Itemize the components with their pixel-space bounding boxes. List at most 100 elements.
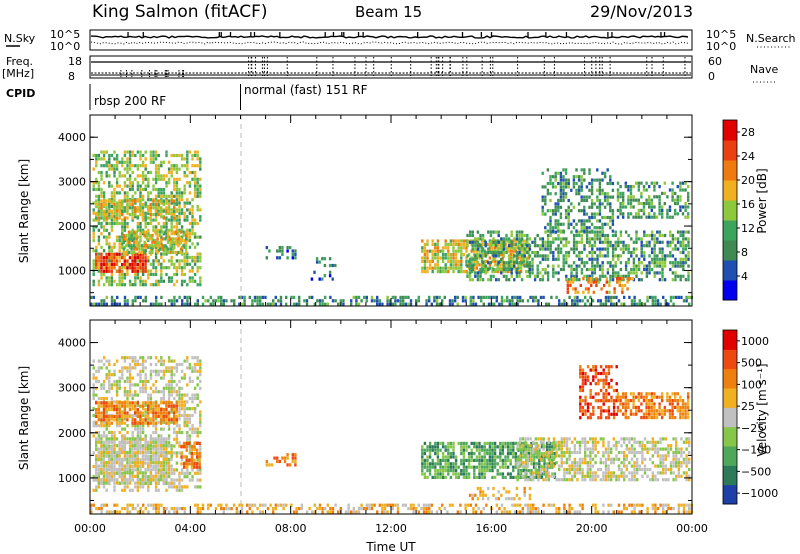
power-cell [447, 259, 450, 263]
power-cell [199, 157, 202, 161]
power-cell [126, 209, 129, 213]
power-cell [527, 256, 531, 260]
velocity-cell [121, 376, 124, 380]
power-cell [603, 171, 607, 175]
power-cell [624, 264, 628, 268]
power-cell [575, 247, 578, 251]
velocity-cell [92, 396, 95, 401]
power-cell [559, 222, 563, 226]
power-cell [127, 230, 131, 234]
velocity-cell [123, 356, 127, 360]
velocity-cell [180, 393, 184, 397]
velocity-cell [193, 462, 196, 466]
power-cell [640, 278, 643, 282]
velocity-cell [199, 485, 202, 489]
velocity-cell [134, 424, 137, 428]
power-cell [564, 178, 568, 182]
power-cell [102, 272, 106, 277]
power-cell [113, 299, 116, 303]
power-cell [591, 299, 595, 303]
power-cell [520, 244, 524, 248]
velocity-cell [102, 424, 106, 428]
power-cell [580, 209, 583, 213]
velocity-cell [139, 437, 142, 441]
power-cell [136, 209, 139, 213]
velocity-cell [92, 366, 95, 370]
power-cell [126, 184, 129, 188]
power-cell [149, 150, 153, 154]
velocity-cell [276, 459, 279, 464]
power-cell [679, 195, 682, 199]
power-cell [102, 228, 106, 232]
power-cell [596, 195, 599, 199]
velocity-cell [278, 459, 281, 464]
power-cell [569, 283, 572, 288]
power-cell [147, 272, 150, 277]
power-cell [394, 295, 397, 299]
power-cell [100, 209, 103, 213]
power-cell [102, 202, 106, 206]
power-cell [121, 256, 124, 260]
power-cell [376, 302, 379, 306]
velocity-cell [191, 430, 194, 435]
power-cell [97, 206, 100, 210]
velocity-cell [441, 469, 445, 473]
velocity-cell [141, 401, 145, 405]
power-cell [532, 299, 535, 303]
power-cell [159, 240, 162, 244]
power-cell [196, 302, 199, 306]
power-cell [135, 244, 138, 248]
power-cell [549, 222, 552, 226]
power-cell [186, 235, 189, 239]
power-cell [135, 237, 138, 241]
power-cell [623, 295, 626, 299]
power-cell [118, 209, 121, 213]
power-cell [95, 245, 98, 249]
power-cell [126, 272, 129, 277]
power-cell [188, 191, 192, 195]
power-cell [515, 254, 519, 258]
power-cell [141, 256, 145, 260]
velocity-cell [452, 448, 455, 452]
velocity-cell [115, 379, 119, 384]
velocity-cell [110, 373, 114, 377]
power-cell [519, 249, 523, 253]
freq-label: Freq. [6, 55, 33, 68]
power-cell [402, 299, 405, 303]
power-cell [126, 206, 129, 210]
velocity-cell [123, 434, 127, 438]
velocity-cell [123, 417, 127, 421]
velocity-cell [454, 472, 458, 476]
velocity-cell [149, 437, 152, 441]
power-cell [611, 264, 615, 268]
power-cell [157, 279, 160, 283]
power-cell [593, 267, 597, 272]
power-cell [97, 194, 101, 198]
power-cell [623, 283, 627, 288]
power-cell [549, 178, 552, 182]
velocity-cell [423, 441, 427, 445]
power-cell [632, 264, 636, 268]
power-cell [113, 252, 116, 256]
power-cell [182, 230, 185, 234]
power-colorbar-tick-label: 20 [741, 174, 755, 187]
velocity-cell [170, 418, 173, 422]
velocity-cell [110, 440, 113, 444]
power-cell [417, 299, 420, 303]
power-cell [248, 295, 251, 299]
velocity-cell [110, 464, 113, 468]
velocity-cell [291, 453, 294, 457]
power-cell [143, 233, 146, 238]
power-cell [399, 295, 402, 299]
power-cell [601, 264, 604, 268]
power-cell [588, 168, 591, 172]
velocity-cell [154, 464, 158, 468]
velocity-cell [141, 404, 145, 408]
power-cell [160, 215, 163, 219]
velocity-cell [198, 452, 201, 456]
power-cell [133, 233, 136, 238]
power-cell [100, 174, 103, 178]
power-cell [139, 238, 142, 243]
power-cell [448, 302, 452, 306]
velocity-cell [447, 455, 450, 459]
